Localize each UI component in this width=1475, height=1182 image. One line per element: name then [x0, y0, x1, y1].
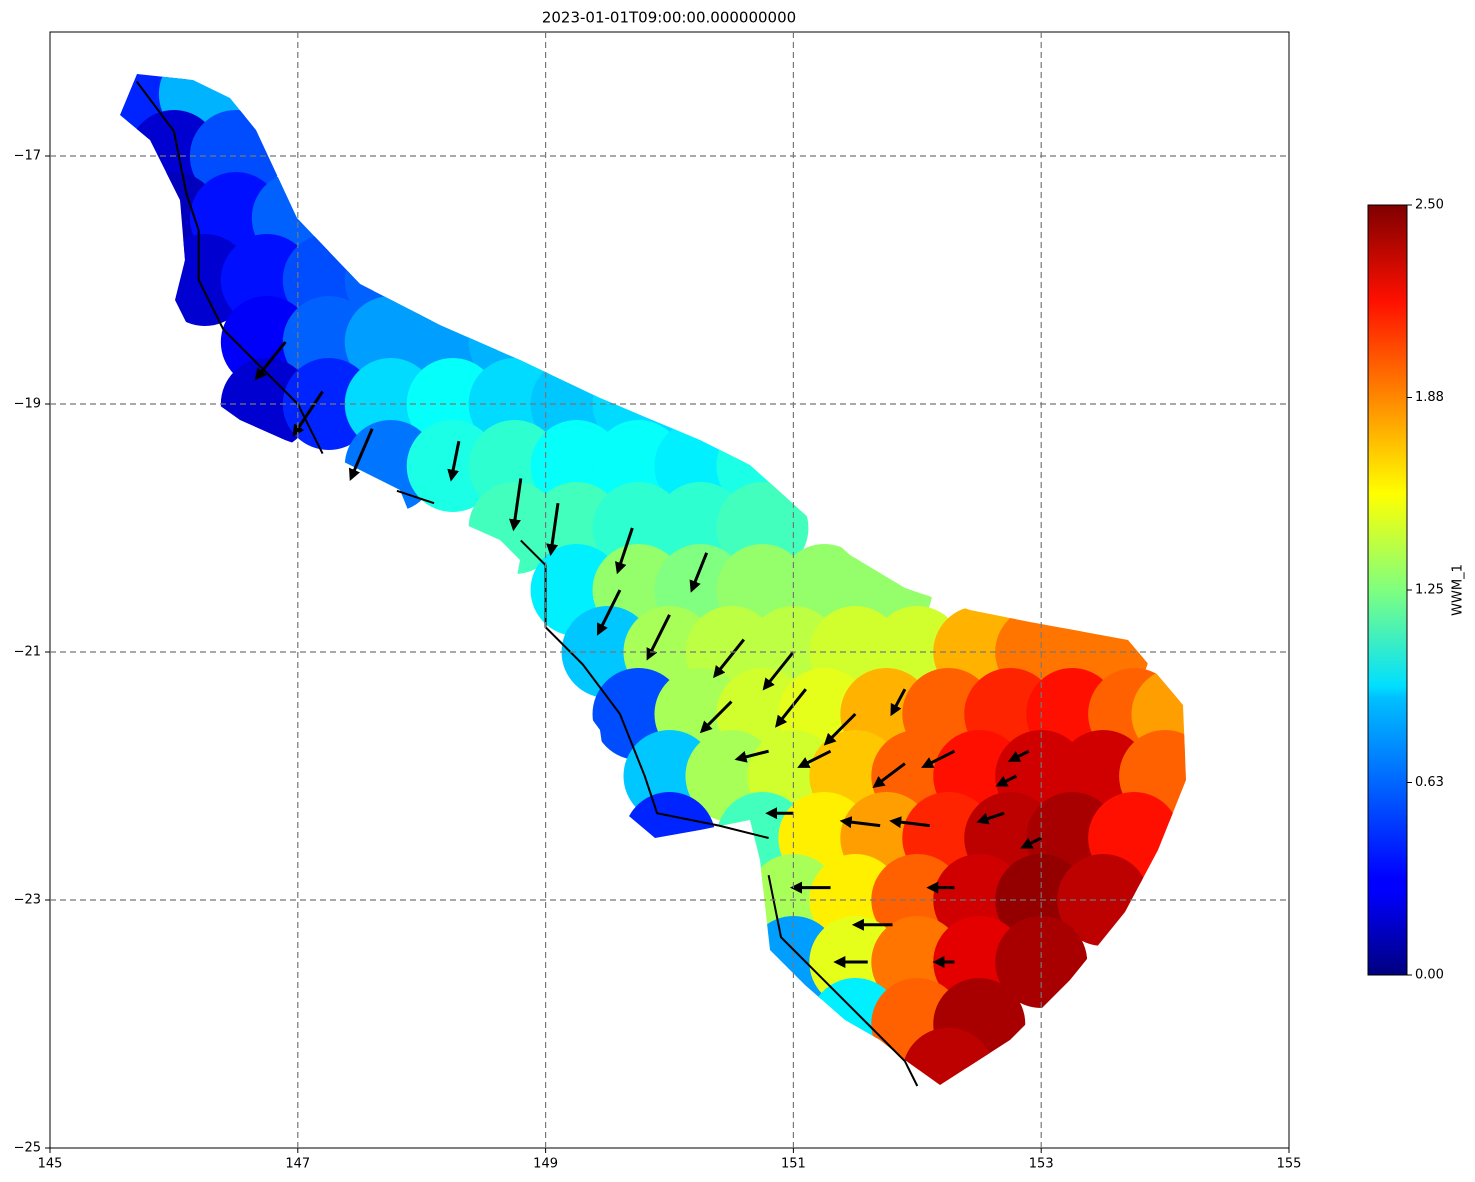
- x-tick-label: 147: [285, 1157, 310, 1172]
- field: [120, 74, 1186, 1085]
- wave-arrow: [546, 502, 560, 557]
- y-tick-label: −17: [14, 149, 41, 164]
- wave-arrow: [509, 478, 523, 532]
- colorbar-tick-label: 1.88: [1415, 390, 1444, 405]
- wave-arrow: [976, 811, 1005, 825]
- colorbar-tick-label: 0.00: [1415, 968, 1444, 983]
- y-tick-label: −19: [14, 397, 41, 412]
- wave-arrow: [348, 428, 374, 482]
- wave-arrow: [921, 749, 956, 768]
- wave-arrow: [713, 638, 746, 679]
- x-tick-label: 149: [533, 1157, 558, 1172]
- x-tick-label: 155: [1277, 1157, 1302, 1172]
- coastline: [767, 875, 919, 1087]
- overlay: [135, 81, 1042, 1087]
- coastline: [135, 81, 324, 455]
- wave-arrow: [823, 712, 857, 746]
- coastline: [396, 489, 435, 505]
- wave-arrow: [797, 749, 832, 768]
- colorbar-tick-label: 0.63: [1415, 775, 1444, 790]
- wave-arrow: [615, 527, 634, 575]
- wave-arrow: [734, 749, 769, 763]
- wave-arrow: [889, 816, 930, 829]
- y-tick-label: −25: [14, 1141, 41, 1156]
- wave-arrow: [292, 390, 324, 437]
- mesh-cell: [623, 792, 716, 884]
- x-tick-label: 153: [1029, 1157, 1054, 1172]
- wave-arrow: [839, 816, 881, 829]
- wave-arrow: [447, 440, 461, 482]
- wave-arrow: [689, 552, 709, 593]
- x-tick-label: 145: [38, 1157, 63, 1172]
- wave-arrow: [872, 762, 906, 788]
- y-tick-label: −23: [14, 893, 41, 908]
- axes-frame: [49, 31, 1290, 1149]
- wave-arrow: [762, 651, 795, 691]
- wave-arrow: [254, 341, 287, 381]
- chart-title: 2023-01-01T09:00:00.000000000: [542, 9, 796, 27]
- wave-arrow: [1007, 749, 1030, 762]
- colorbar-tick-label: 2.50: [1415, 198, 1444, 213]
- wave-arrow: [890, 688, 907, 717]
- colorbar-label: WWM_1: [1451, 564, 1466, 616]
- wave-arrow: [995, 774, 1018, 787]
- wave-arrow: [1020, 836, 1042, 849]
- mesh-cell: [902, 1027, 995, 1085]
- wave-arrow: [699, 700, 733, 734]
- x-tick-label: 151: [781, 1157, 806, 1172]
- y-tick-label: −21: [14, 645, 41, 660]
- colorbar-tick-label: 1.25: [1415, 583, 1444, 598]
- colorbar: [1367, 204, 1408, 976]
- wave-arrow: [597, 589, 622, 636]
- wave-arrow: [646, 614, 671, 661]
